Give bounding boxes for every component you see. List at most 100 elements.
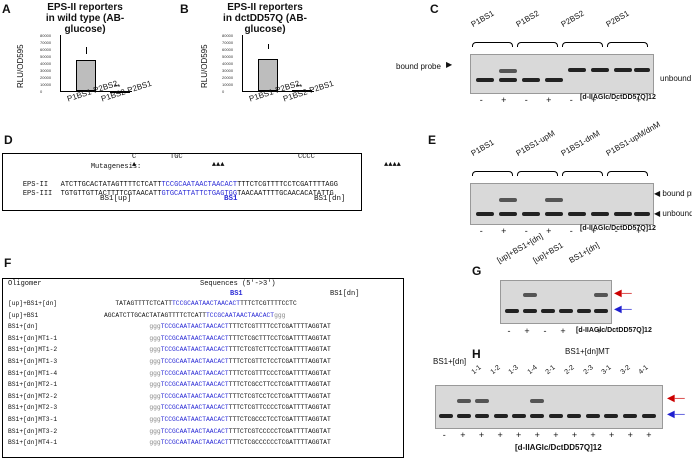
band: [623, 414, 637, 418]
panel-f-col2: Sequences (5'->3'): [200, 280, 276, 288]
b-ytick-label: 30000: [222, 68, 234, 73]
band: [634, 68, 650, 72]
seq-bs1: TCCGCAATAACTAACACT: [160, 334, 229, 342]
band: [499, 78, 517, 82]
oligo-row: BS1+[dn]MT1-2 gggTCCGCAATAACTAACACTTTTCT…: [8, 346, 331, 354]
panel-g-blue-arrow-icon: ◀—: [614, 304, 632, 315]
a-ytick-label: 30000: [40, 68, 52, 73]
sign-mark: -: [614, 226, 618, 236]
panel-b: B EPS-II reporters in dctDD57Q (AB-gluco…: [170, 0, 335, 120]
a-ytick-label: 60000: [40, 47, 52, 52]
a-ytick-label: 20000: [40, 75, 52, 80]
panel-h-red-arrow-icon: ◀—: [667, 393, 685, 404]
sign-mark: +: [609, 430, 615, 440]
oligo-name: BS1+[dn]MT1-4: [8, 369, 58, 377]
a-ytick-label: 70000: [40, 40, 52, 45]
lane-bracket: [562, 42, 603, 47]
seq-bs1: TCCGCAATAACTAACACT: [160, 381, 229, 389]
panel-a-label: A: [2, 2, 11, 16]
band: [499, 198, 517, 202]
seq-bs1: TCCGCAATAACTAACACT: [160, 358, 229, 365]
seq-suffix: TTTCTCGCCTTCCTCGATTTTAGGTAT: [228, 381, 331, 389]
sign-mark: +: [560, 326, 566, 336]
oligo-name: [up]+BS1+[dn]: [8, 300, 58, 307]
b-ytick-label: 20000: [222, 75, 234, 80]
panel-h-lane-group: BS1+[dn]MT: [565, 347, 610, 356]
oligo-seq: gggTCCGCAATAACTAACACTTTTCTCGCCCCCCTCGATT…: [104, 439, 331, 447]
oligo-seq: TATAGTTTTCTCATTTCCGCAATAACTAACACTTTTCTCG…: [104, 300, 297, 307]
seq-suffix: TTTCTCGTCCCCCTCGATTTTAGGTAT: [228, 427, 331, 435]
panel-d-mut-cccc: CCCC: [298, 153, 315, 161]
panel-d-row1: EPS-II ATCTTGCACTATAGTTTTCTCATTTCCGCAATA…: [6, 173, 338, 197]
oligo-row: BS1+[dn]MT1-4 gggTCCGCAATAACTAACACTTTTCT…: [8, 370, 331, 378]
sign-mark: +: [553, 430, 559, 440]
seq-bs1: TCCGCAATAACTAACACT: [160, 392, 229, 400]
lane-bracket: [562, 171, 603, 176]
panel-c-unbound-label: unbound probes: [660, 74, 692, 83]
band: [545, 78, 563, 82]
seq-bs1: TCCGCAATAACTAACACT: [172, 300, 241, 307]
oligo-row: BS1+[dn]MT1-3 gggTCCGCAATAACTAACACTTTTCT…: [8, 358, 331, 366]
oligo-name: BS1+[dn]MT3-2: [8, 427, 58, 435]
row2-seq-c: TAACAATTTTGCAACACATATTG: [237, 190, 334, 198]
lane-label: P2BS2: [559, 8, 586, 29]
sublane-label: 1-1: [470, 364, 483, 376]
seq-suffix: TTTCTCGTTTTCCTC: [240, 300, 297, 307]
panel-c-reagent: [d-IIAGlc/DctDD57Q]12: [580, 94, 656, 101]
band: [494, 414, 508, 418]
band: [499, 69, 517, 73]
seq-bs1: TCCGCAATAACTAACACT: [160, 404, 229, 412]
oligo-row: BS1+[dn]MT2-1 gggTCCGCAATAACTAACACTTTTCT…: [8, 381, 331, 389]
panel-b-bar-1: [258, 58, 278, 91]
seq-suffix: ggg: [274, 311, 286, 319]
row2-name: EPS-III: [22, 190, 53, 198]
panel-a-bar-2: [110, 90, 130, 93]
oligo-name: BS1+[dn]MT1-1: [8, 334, 58, 342]
panel-c-gel: [470, 54, 654, 94]
band: [568, 212, 586, 216]
panel-e-label: E: [428, 133, 437, 147]
oligo-name: BS1+[dn]: [8, 323, 39, 331]
oligo-seq: gggTCCGCAATAACTAACACTTTTCTCGTCCTCCTCGATT…: [104, 392, 330, 400]
panel-e: E P1BS1 P1BS1-upM P1BS1-dnM P1BS1-upM/dnM ◀…: [370, 120, 692, 250]
seq-bs1: TCCGCAATAACTAACACT: [160, 346, 229, 354]
bound-probes-text: bound probes: [662, 189, 692, 198]
band: [559, 309, 573, 313]
band: [523, 309, 537, 313]
band: [457, 399, 471, 403]
panel-h-reagent: [d-IIAGlc/DctDD57Q]12: [515, 443, 602, 452]
panel-c-bound-label: bound probe: [396, 62, 441, 71]
band: [586, 414, 600, 418]
panel-f-box: [2, 278, 404, 458]
band: [594, 293, 608, 297]
oligo-seq: gggTCCGCAATAACTAACACTTTTCTCGCTTTCCTCGATT…: [104, 334, 330, 342]
sign-mark: -: [507, 326, 511, 336]
sublane-label: 2-3: [582, 364, 595, 376]
oligo-seq: AGCATCTTGCACTATAGTTTTCTCATTTCCGCAATAACTA…: [104, 312, 285, 319]
panel-g-gel: [500, 280, 612, 324]
seq-suffix: TTTCTCGCCCCCCTCGATTTTAGGTAT: [228, 439, 331, 447]
seq-bs1: TCCGCAATAACTAACACT: [160, 323, 229, 331]
unbound-probes-text: unbound probes: [662, 209, 692, 218]
sign-mark: +: [478, 430, 485, 440]
oligo-seq: gggTCCGCAATAACTAACACTTTTCTCGCCTTCCTCGATT…: [104, 381, 331, 389]
band: [439, 414, 453, 418]
b-ytick-label: 50000: [222, 54, 234, 59]
panel-f-label: F: [4, 256, 12, 270]
a-ytick-label: 80000: [40, 33, 52, 38]
panel-f: F Oligomer Sequences (5'->3') BS1 BS1[dn…: [0, 250, 405, 459]
b-ytick-label: 40000: [222, 61, 234, 66]
oligo-seq: gggTCCGCAATAACTAACACTTTTCTCGCCCTCCTCGATT…: [104, 416, 330, 423]
seq-prefix: ggg: [104, 358, 161, 365]
oligo-seq: gggTCCGCAATAACTAACACTTTTCTCGTTCTCCTCGATT…: [104, 358, 330, 365]
sign-mark: -: [579, 326, 583, 336]
panel-a-bar-1: [76, 59, 96, 91]
oligo-row: BS1+[dn]MT3-2 gggTCCGCAATAACTAACACTTTTCT…: [8, 428, 331, 436]
mutagenesis-label: Mutagenesis:: [90, 163, 142, 171]
lane-label: P1BS1: [469, 8, 496, 29]
panel-d-label: D: [4, 133, 13, 147]
panel-h-blue-arrow-icon: ◀—: [667, 409, 685, 420]
panel-f-bs1: BS1: [230, 290, 243, 298]
panel-b-label: B: [180, 2, 189, 16]
band: [505, 309, 519, 313]
